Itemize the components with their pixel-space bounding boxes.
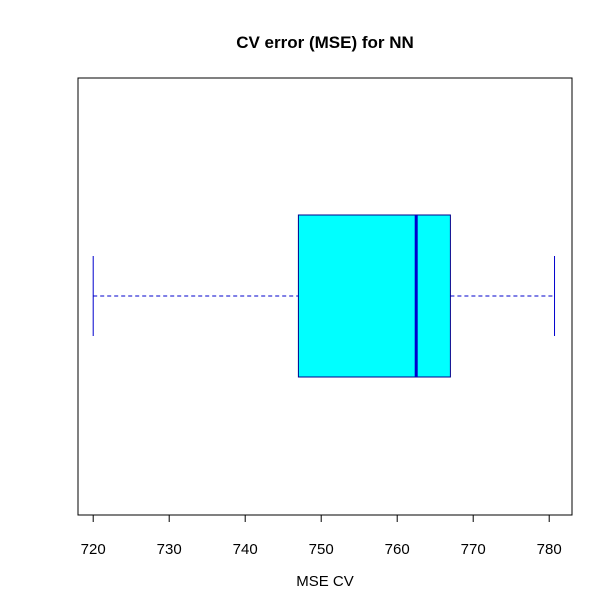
x-tick-label: 730: [157, 541, 182, 558]
x-tick-label: 750: [309, 541, 334, 558]
x-tick-label: 780: [537, 541, 562, 558]
x-tick-label: 720: [81, 541, 106, 558]
chart-title: CV error (MSE) for NN: [236, 33, 414, 52]
iqr-box: [297, 214, 451, 378]
x-tick-label: 740: [233, 541, 258, 558]
x-tick-label: 760: [385, 541, 410, 558]
box-group: [92, 214, 556, 378]
x-tick-label: 770: [461, 541, 486, 558]
x-axis-label: MSE CV: [296, 573, 354, 590]
x-axis: 720 730 740 750 760 770 780: [81, 514, 562, 558]
